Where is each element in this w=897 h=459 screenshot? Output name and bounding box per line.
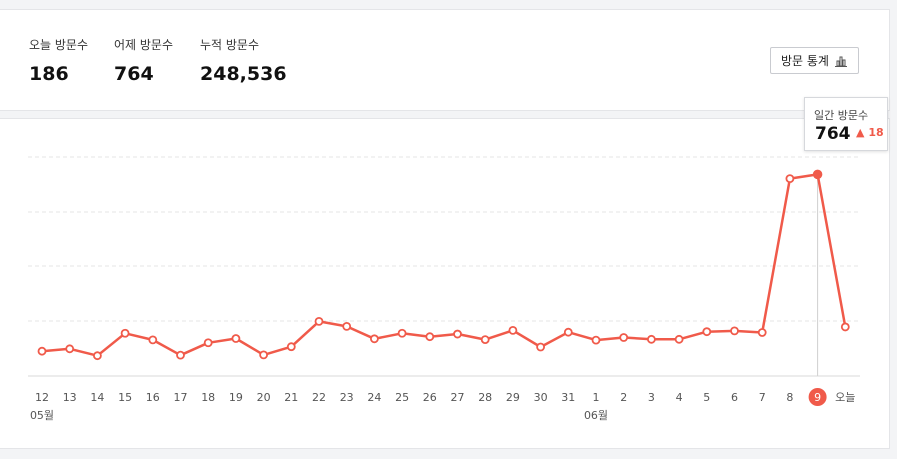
data-point (231, 334, 241, 343)
total-visits: 누적 방문수 248,536 (200, 36, 287, 85)
x-tick-label: 7 (759, 391, 766, 404)
data-point (369, 334, 379, 344)
visitor-stats-card: 오늘 방문수 186 어제 방문수 764 누적 방문수 248,536 방문 … (0, 9, 890, 111)
x-tick-label: 27 (451, 391, 465, 404)
data-point (480, 335, 490, 344)
data-point (425, 332, 435, 342)
data-point (286, 342, 296, 352)
data-point (536, 342, 545, 352)
total-visits-value: 248,536 (200, 63, 287, 85)
x-tick-label: 23 (340, 391, 354, 404)
data-point (508, 325, 518, 335)
data-point (342, 321, 352, 331)
x-tick-label: 26 (423, 391, 437, 404)
x-tick-label: 16 (146, 391, 160, 404)
data-point (840, 322, 850, 332)
x-tick-label: 8 (786, 391, 793, 404)
selected-day-badge (808, 388, 827, 406)
data-point (203, 338, 213, 348)
x-tick-label: 24 (367, 391, 381, 404)
up-arrow-icon: ▲ (856, 126, 865, 139)
x-tick-label: 17 (174, 391, 188, 404)
data-point-highlighted (812, 169, 823, 180)
x-tick-label: 13 (63, 391, 77, 404)
yesterday-visits: 어제 방문수 764 (114, 36, 173, 85)
tooltip-label: 일간 방문수 (814, 109, 869, 122)
x-tick-label: 19 (229, 391, 243, 404)
x-tick-label: 14 (90, 391, 104, 404)
x-tick-label: 28 (478, 391, 492, 404)
x-tick-label-selected: 9 (814, 391, 821, 404)
visit-stats-button[interactable]: 방문 통계 (770, 47, 859, 74)
x-tick-label: 1 (593, 391, 600, 404)
x-tick-label: 25 (395, 391, 409, 404)
x-tick-label: 5 (703, 391, 710, 404)
x-tick-label: 15 (118, 391, 132, 404)
x-tick-label: 3 (648, 391, 655, 404)
yesterday-visits-value: 764 (114, 63, 154, 85)
data-point (120, 328, 130, 338)
data-point (453, 329, 462, 339)
today-visits-label: 오늘 방문수 (29, 38, 89, 52)
x-tick-label: 2 (620, 391, 627, 404)
daily-visits-chart-card: 12 13 14 15 16 17 18 19 20 21 22 23 24 25 26 27 28 29 30 31… (0, 118, 890, 449)
yesterday-visits-label: 어제 방문수 (114, 38, 174, 52)
data-point (591, 335, 601, 345)
data-point (37, 346, 47, 356)
tooltip-delta-value: 18 (868, 126, 884, 139)
bar-chart-icon (834, 56, 847, 67)
x-tick-label: 18 (201, 391, 215, 404)
x-tick-label: 4 (676, 391, 683, 404)
visit-stats-button-label: 방문 통계 (781, 54, 829, 68)
x-tick-label: 20 (257, 391, 271, 404)
x-tick-label: 31 (561, 391, 575, 404)
x-tick-label: 12 (35, 391, 49, 404)
tooltip-delta: ▲ 18 (856, 126, 884, 139)
data-point (93, 351, 102, 361)
x-tick-label: 6 (731, 391, 738, 404)
x-tick-label: 22 (312, 391, 326, 404)
daily-visits-tooltip: 일간 방문수 764 ▲ 18 (804, 97, 888, 151)
data-point (397, 328, 407, 338)
data-point (757, 328, 767, 337)
today-visits: 오늘 방문수 186 (29, 36, 88, 85)
x-tick-label: 오늘 (835, 391, 855, 404)
x-tick-label: 30 (534, 391, 548, 404)
data-point (563, 327, 573, 337)
top-strip (0, 0, 897, 9)
data-point (176, 350, 185, 360)
data-point (785, 174, 795, 184)
today-visits-value: 186 (29, 63, 69, 85)
data-point (619, 333, 629, 342)
x-tick-label: 21 (284, 391, 298, 404)
tooltip-value: 764 (815, 124, 851, 144)
month-label: 06월 (584, 409, 608, 422)
data-point (674, 334, 684, 344)
data-point (314, 316, 324, 326)
data-point (148, 335, 158, 345)
daily-visits-chart: 12 13 14 15 16 17 18 19 20 21 22 23 24 25 26 27 28 29 30 31… (28, 156, 860, 422)
data-point (702, 327, 712, 337)
series-line (41, 173, 847, 357)
data-point (259, 350, 269, 360)
x-tick-label: 29 (506, 391, 520, 404)
data-point (730, 326, 739, 336)
data-point (647, 334, 656, 344)
total-visits-label: 누적 방문수 (200, 38, 260, 52)
data-point (65, 344, 75, 354)
month-label: 05월 (30, 409, 54, 422)
